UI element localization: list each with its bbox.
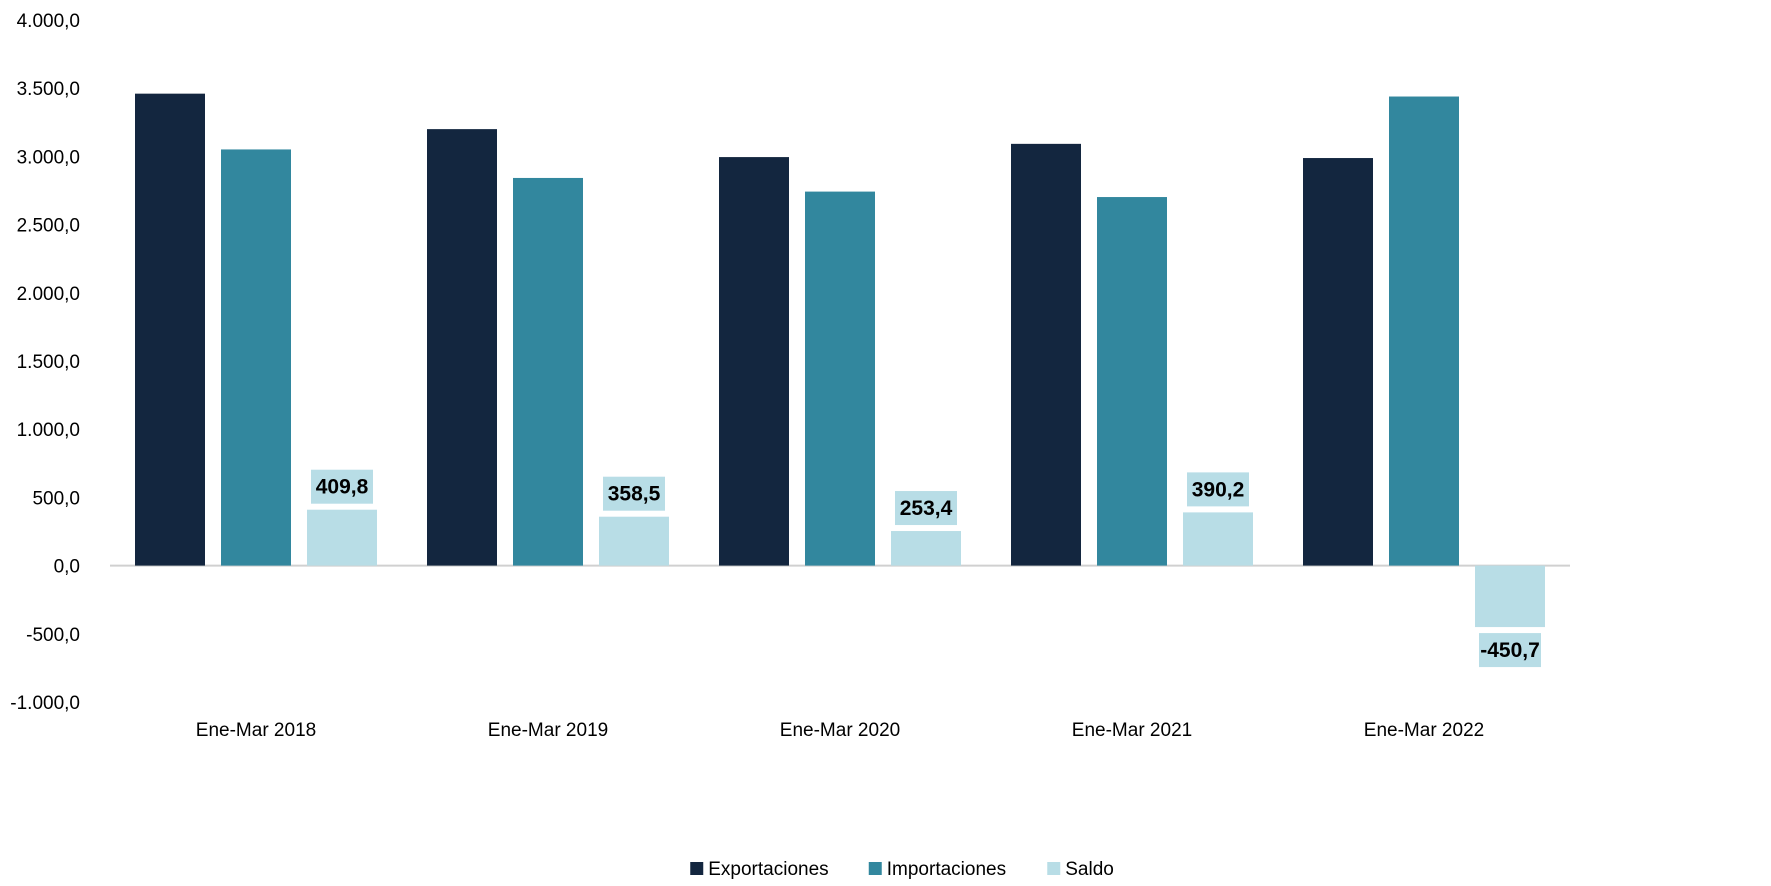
legend-label: Exportaciones	[708, 859, 828, 880]
legend-swatch	[690, 862, 704, 875]
bar-exportaciones	[427, 129, 497, 566]
y-axis: -1.000,0 -500,0 0,0 500,0 1.000,0 1.500,0 2.00…	[10, 11, 80, 714]
bar-saldo	[307, 509, 377, 566]
data-label: 253,4	[900, 497, 953, 520]
data-label: 409,8	[316, 476, 369, 499]
legend: Exportaciones Importaciones Saldo	[690, 859, 1114, 880]
bar-exportaciones	[1011, 143, 1081, 566]
x-category-label: Ene-Mar 2022	[1364, 720, 1484, 741]
bar-saldo	[1183, 512, 1253, 566]
y-tick-label: 2.500,0	[17, 216, 80, 237]
legend-swatch	[1047, 862, 1061, 875]
y-tick-label: 500,0	[32, 488, 80, 509]
bar-exportaciones	[135, 93, 205, 566]
y-tick-label: 3.000,0	[17, 147, 80, 168]
data-label-box	[1187, 472, 1249, 507]
data-label: 390,2	[1192, 478, 1245, 501]
bars	[135, 93, 1545, 628]
x-axis: Ene-Mar 2018 Ene-Mar 2019 Ene-Mar 2020 Ene-…	[196, 720, 1484, 741]
legend-swatch	[868, 862, 882, 875]
bar-importaciones	[805, 191, 875, 566]
data-label-box	[895, 491, 957, 526]
data-label: -450,7	[1480, 639, 1540, 662]
data-label-box	[311, 469, 373, 504]
legend-label: Importaciones	[887, 859, 1006, 880]
y-tick-label: 3.500,0	[17, 79, 80, 100]
y-tick-label: 4.000,0	[17, 11, 80, 32]
x-category-label: Ene-Mar 2019	[488, 720, 608, 741]
y-tick-label: 0,0	[54, 557, 80, 578]
bar-saldo	[599, 516, 669, 566]
bar-importaciones	[513, 177, 583, 566]
data-label: 358,5	[608, 483, 661, 506]
data-label-box	[1479, 633, 1541, 668]
bar-exportaciones	[1303, 158, 1373, 566]
legend-label: Saldo	[1065, 859, 1114, 880]
x-category-label: Ene-Mar 2020	[780, 720, 900, 741]
bar-exportaciones	[719, 157, 789, 566]
x-category-label: Ene-Mar 2018	[196, 720, 316, 741]
y-tick-label: 1.000,0	[17, 420, 80, 441]
x-category-label: Ene-Mar 2021	[1072, 720, 1192, 741]
bar-importaciones	[1097, 197, 1167, 566]
y-tick-label: 2.000,0	[17, 284, 80, 305]
y-tick-label: 1.500,0	[17, 352, 80, 373]
bar-saldo	[1475, 565, 1545, 628]
y-tick-label: -500,0	[26, 625, 80, 646]
bar-importaciones	[1389, 96, 1459, 566]
y-tick-label: -1.000,0	[10, 693, 80, 714]
data-labels: 409,8 358,5 253,4 390,2 -450,7	[311, 469, 1541, 668]
bar-importaciones	[221, 149, 291, 566]
data-label-box	[603, 476, 665, 511]
bar-saldo	[891, 531, 961, 566]
